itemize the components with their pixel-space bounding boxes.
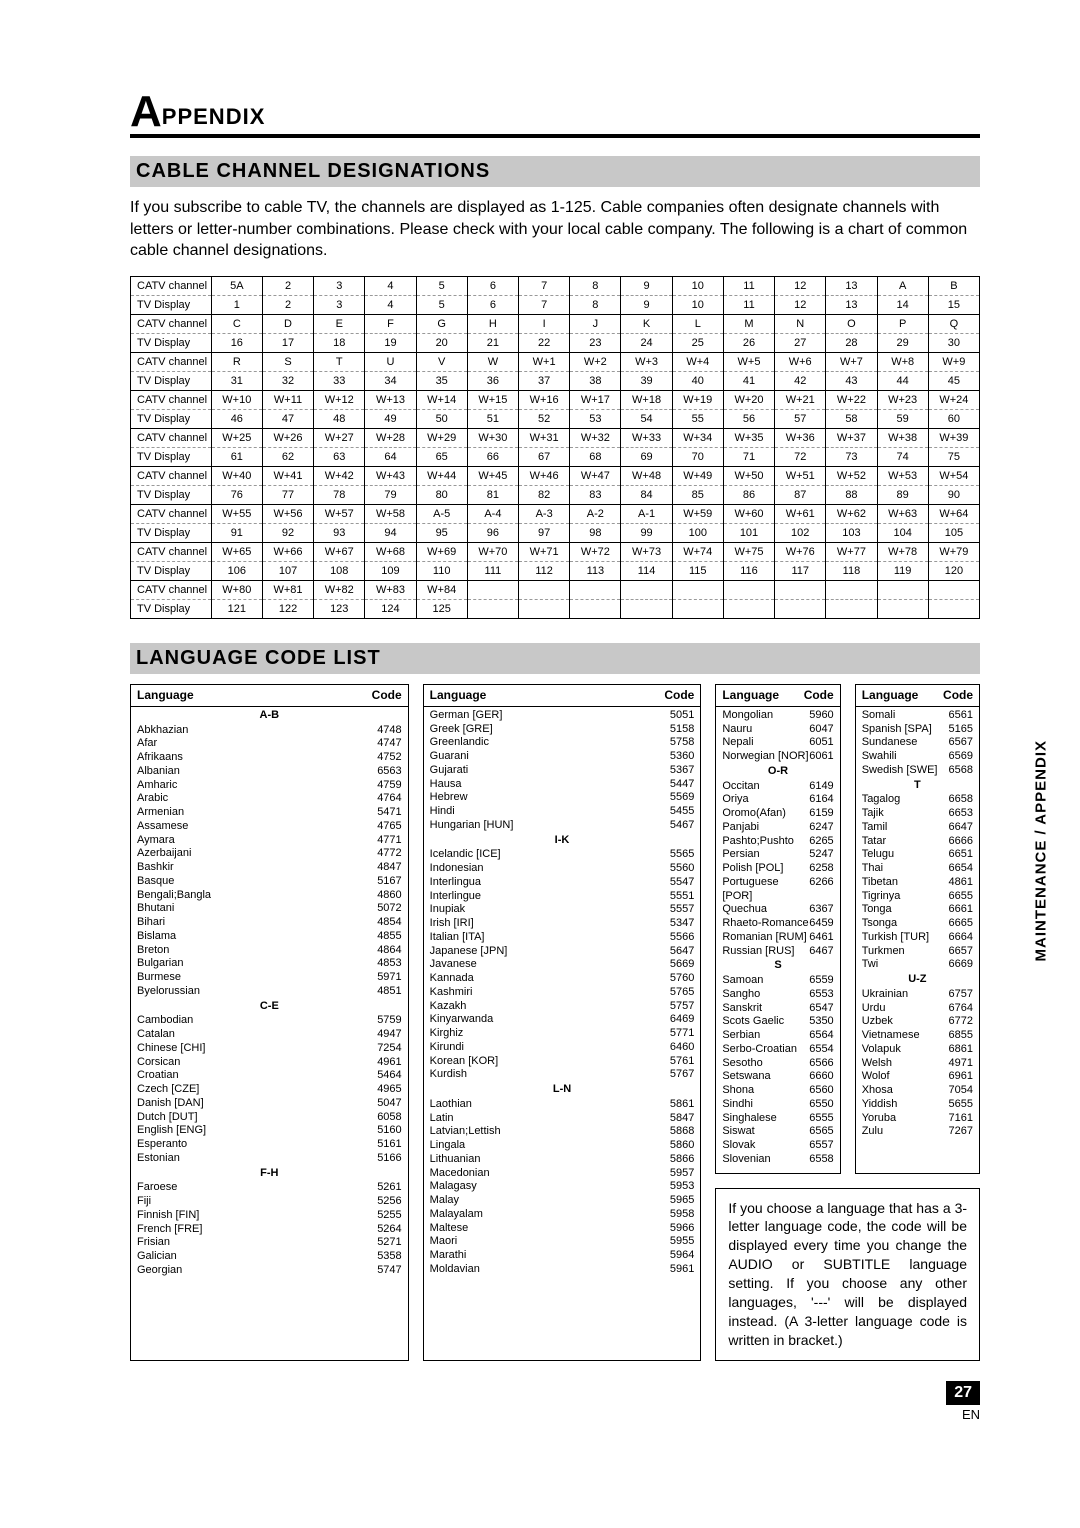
lang-col-2: LanguageCodeGerman [GER]5051Greek [GRE]5… bbox=[423, 684, 702, 1361]
appendix-title: A PPENDIX bbox=[130, 90, 980, 138]
lang-col-4: LanguageCodeSomali6561Spanish [SPA]5165S… bbox=[855, 684, 980, 1174]
section-language-heading: LANGUAGE CODE LIST bbox=[130, 643, 980, 674]
intro-paragraph: If you subscribe to cable TV, the channe… bbox=[130, 197, 980, 262]
title-remainder: PPENDIX bbox=[162, 104, 266, 134]
lang-col-1: LanguageCodeA-BAbkhazian4748Afar4747Afri… bbox=[130, 684, 409, 1361]
page-number-block: 27 EN bbox=[130, 1381, 980, 1422]
side-tab-text: MAINTENANCE / APPENDIX bbox=[1032, 740, 1049, 961]
title-first-letter: A bbox=[130, 90, 162, 134]
page-lang: EN bbox=[130, 1407, 980, 1422]
language-columns: LanguageCodeA-BAbkhazian4748Afar4747Afri… bbox=[130, 684, 980, 1361]
section-cable-heading: CABLE CHANNEL DESIGNATIONS bbox=[130, 156, 980, 187]
channel-table: CATV channel5A2345678910111213ABTV Displ… bbox=[130, 276, 980, 619]
lang-col-3: LanguageCodeMongolian5960Nauru6047Nepali… bbox=[715, 684, 840, 1174]
language-note: If you choose a language that has a 3-le… bbox=[715, 1188, 980, 1361]
page-number: 27 bbox=[946, 1381, 980, 1405]
